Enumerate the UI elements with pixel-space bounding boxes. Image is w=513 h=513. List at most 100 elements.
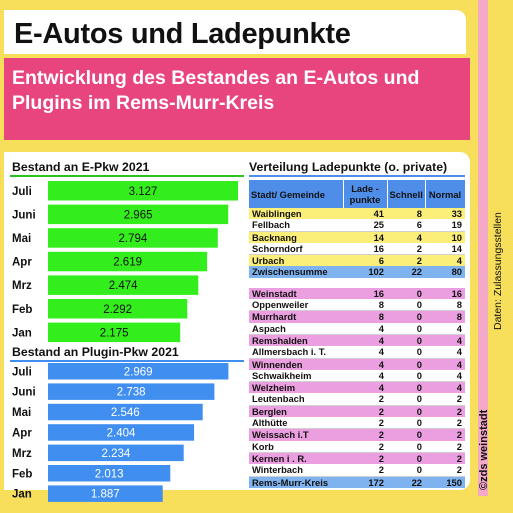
- bar-value-label: 2.292: [103, 304, 132, 316]
- table-row: Korb 2 0 2: [249, 440, 465, 453]
- category-label: Mai: [12, 407, 31, 419]
- table-header-row: Stadt/ Gemeinde Lade - punkte Schnell No…: [249, 180, 466, 208]
- cell-lade: 8: [343, 299, 387, 312]
- cell-normal: 19: [425, 219, 465, 232]
- table-row: Backnang 14 4 10: [249, 231, 465, 243]
- table-row: Welzheim 4 0 4: [249, 381, 465, 394]
- cell-schnell: 0: [387, 287, 425, 300]
- cell-name: Schorndorf: [249, 242, 343, 256]
- cell-lade: 102: [343, 266, 387, 278]
- cell-normal: 4: [425, 369, 465, 383]
- bar-value-label: 2.474: [109, 280, 138, 292]
- bar: [48, 275, 199, 295]
- cell-name: Rems-Murr-Kreis: [249, 476, 343, 488]
- cell-name: Weissach i.T: [249, 428, 343, 441]
- cell-name: Welzheim: [249, 381, 343, 394]
- cell-schnell: 0: [387, 322, 425, 335]
- cell-normal: 2: [425, 464, 465, 477]
- table-title: Verteilung Ladepunkte (o. private): [249, 160, 448, 174]
- bar-value-label: 2.013: [95, 468, 124, 480]
- cell-name: Waiblingen: [249, 208, 343, 220]
- plugin-title-underline: [10, 360, 244, 362]
- category-label: Juni: [12, 209, 36, 221]
- cell-schnell: 0: [387, 440, 425, 453]
- cell-schnell: 4: [387, 231, 425, 243]
- category-label: Juli: [12, 186, 32, 198]
- plugin-chart-title: Bestand an Plugin-Pkw 2021: [12, 345, 179, 359]
- bar: [48, 383, 215, 400]
- table-row: Allmersbach i. T. 4 0 4: [249, 346, 465, 359]
- cell-schnell: 0: [387, 452, 425, 465]
- table-row: Oppenweiler 8 0 8: [249, 299, 465, 312]
- cell-lade: 16: [343, 242, 387, 256]
- table-row: Berglen 2 0 2: [249, 405, 465, 418]
- bar-value-label: 2.969: [124, 366, 153, 378]
- cell-normal: 8: [425, 299, 465, 312]
- cell-normal: 2: [425, 405, 465, 418]
- cell-name: Winterbach: [249, 464, 343, 477]
- cell-lade: 8: [343, 310, 387, 323]
- table-gap-row: [249, 277, 465, 288]
- bar: [48, 228, 218, 248]
- col-header-normal: Normal: [425, 180, 466, 208]
- cell-lade: 2: [343, 417, 387, 430]
- table-row: Zwischensumme 102 22 80: [249, 266, 465, 278]
- category-label: Jan: [12, 327, 32, 339]
- cell-normal: 8: [425, 310, 465, 323]
- cell-lade: 4: [343, 358, 387, 370]
- title-bar: E-Autos und Ladepunkte: [4, 10, 466, 54]
- cell-normal: 4: [425, 358, 465, 370]
- table-row: Fellbach 25 6 19: [249, 219, 465, 232]
- bar: [48, 485, 163, 502]
- cell-lade: 2: [343, 464, 387, 477]
- cell-lade: 25: [343, 219, 387, 232]
- bar: [48, 424, 195, 441]
- cell-lade: 4: [343, 322, 387, 335]
- cell-normal: 2: [425, 428, 465, 441]
- cell-normal: 10: [425, 231, 465, 243]
- category-label: Apr: [12, 427, 32, 439]
- cell-schnell: 0: [387, 346, 425, 359]
- cell-name: Kernen i . R.: [249, 452, 343, 465]
- table-row: Schwaikheim 4 0 4: [249, 369, 465, 383]
- cell-normal: 16: [425, 287, 465, 300]
- category-label: Jan: [12, 489, 32, 501]
- bar: [48, 181, 238, 201]
- cell-normal: 2: [425, 417, 465, 430]
- charging-points-table: Stadt/ Gemeinde Lade - punkte Schnell No…: [249, 180, 466, 488]
- cell-schnell: 8: [387, 208, 425, 220]
- table-row: Althütte 2 0 2: [249, 417, 465, 430]
- cell-name: Fellbach: [249, 219, 343, 232]
- col-header-schnell: Schnell: [387, 180, 426, 208]
- ev-chart-title: Bestand an E-Pkw 2021: [12, 160, 150, 174]
- cell-normal: 4: [425, 322, 465, 335]
- cell-normal: 2: [425, 440, 465, 453]
- cell-name: Remshalden: [249, 334, 343, 347]
- bar-value-label: 2.546: [111, 407, 140, 419]
- cell-schnell: 0: [387, 369, 425, 383]
- cell-name: Allmersbach i. T.: [249, 346, 343, 359]
- cell-schnell: 0: [387, 358, 425, 370]
- table-row: Rems-Murr-Kreis 172 22 150: [249, 476, 465, 488]
- col-header-name: Stadt/ Gemeinde: [249, 180, 344, 208]
- cell-name: Backnang: [249, 231, 343, 243]
- category-label: Juni: [12, 387, 36, 399]
- cell-lade: 4: [343, 381, 387, 394]
- category-label: Feb: [12, 468, 32, 480]
- cell-normal: 4: [425, 346, 465, 359]
- cell-lade: 2: [343, 405, 387, 418]
- bar: [48, 251, 208, 272]
- cell-schnell: 2: [387, 254, 425, 267]
- cell-name: Berglen: [249, 405, 343, 418]
- category-label: Feb: [12, 304, 32, 316]
- table-row: Remshalden 4 0 4: [249, 334, 465, 347]
- cell-schnell: 22: [387, 476, 425, 488]
- bar: [48, 444, 184, 462]
- cell-schnell: 0: [387, 334, 425, 347]
- bar-value-label: 2.234: [102, 448, 131, 460]
- cell-schnell: 22: [387, 266, 425, 278]
- table-row: Winterbach 2 0 2: [249, 464, 465, 477]
- cell-lade: 16: [343, 287, 387, 300]
- cell-schnell: 0: [387, 405, 425, 418]
